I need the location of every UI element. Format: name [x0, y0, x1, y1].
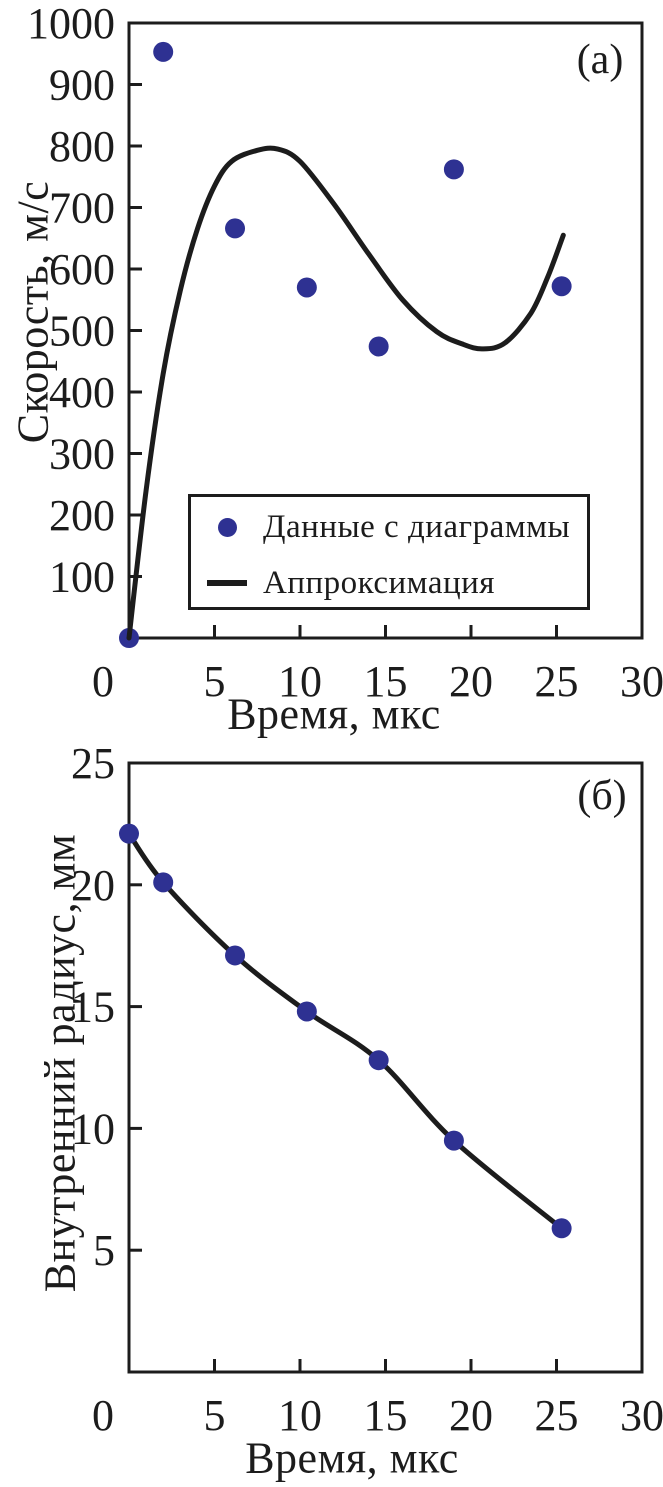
svg-text:10: 10	[71, 1104, 115, 1153]
b-x-axis-title: Время, мкс	[245, 1433, 459, 1483]
svg-text:700: 700	[49, 184, 115, 233]
legend-label-data: Данные с диаграммы	[263, 508, 571, 545]
scatter-marker-icon	[217, 517, 237, 537]
legend-box: Данные с диаграммы Аппроксимация	[188, 494, 590, 610]
svg-text:30: 30	[620, 1391, 663, 1440]
b-y-axis-title: Внутренний радиус, мм	[35, 833, 85, 1293]
svg-text:10: 10	[278, 1391, 322, 1440]
a-x-axis-title: Время, мкс	[227, 689, 441, 739]
svg-text:10: 10	[278, 657, 322, 706]
svg-text:400: 400	[49, 368, 115, 417]
svg-text:20: 20	[449, 657, 493, 706]
svg-text:25: 25	[535, 657, 579, 706]
svg-text:900: 900	[49, 61, 115, 110]
a-panel-label: (а)	[576, 37, 624, 83]
svg-text:25: 25	[535, 1391, 579, 1440]
svg-text:15: 15	[364, 1391, 408, 1440]
svg-text:5: 5	[204, 657, 226, 706]
legend-entry-data: Данные с диаграммы	[191, 505, 587, 549]
svg-text:1000: 1000	[27, 0, 115, 48]
svg-text:600: 600	[49, 245, 115, 294]
svg-text:300: 300	[49, 430, 115, 479]
svg-text:30: 30	[620, 657, 663, 706]
svg-text:200: 200	[49, 491, 115, 540]
svg-text:20: 20	[449, 1391, 493, 1440]
svg-text:0: 0	[92, 657, 114, 706]
svg-text:500: 500	[49, 307, 115, 356]
legend-entry-approximation: Аппроксимация	[191, 561, 587, 605]
b-panel-label: (б)	[577, 773, 627, 819]
a-y-axis-title: Скорость, м/с	[8, 180, 58, 444]
legend-label-approximation: Аппроксимация	[263, 564, 495, 601]
svg-text:25: 25	[71, 739, 115, 788]
line-marker-icon	[207, 580, 247, 586]
svg-text:15: 15	[71, 983, 115, 1032]
svg-text:0: 0	[92, 1391, 114, 1440]
svg-text:15: 15	[364, 657, 408, 706]
svg-text:800: 800	[49, 122, 115, 171]
svg-text:20: 20	[71, 861, 115, 910]
svg-text:100: 100	[49, 553, 115, 602]
svg-text:5: 5	[204, 1391, 226, 1440]
svg-text:5: 5	[93, 1226, 115, 1275]
